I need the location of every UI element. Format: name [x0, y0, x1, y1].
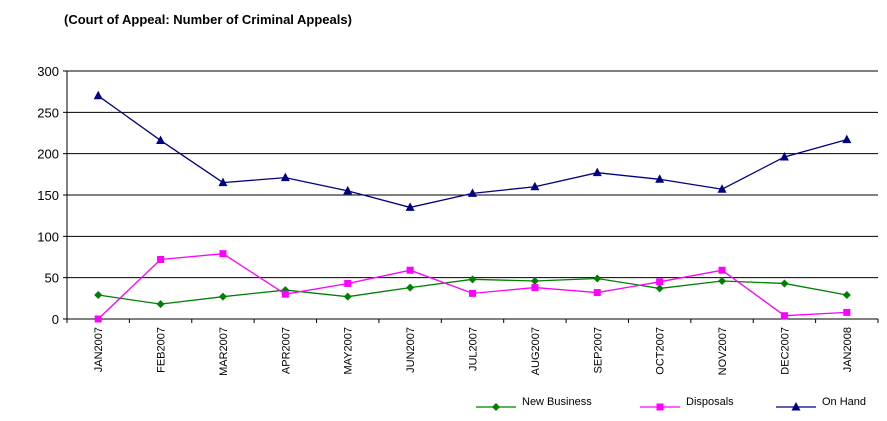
x-tick-label: FEB2007 — [156, 327, 168, 373]
data-point-new-business — [156, 300, 165, 309]
y-tick-label: 150 — [37, 188, 59, 203]
x-axis-ticks: JAN2007 FEB2007 MAR2007 APR2007 MAY2007 JUN20… — [66, 319, 879, 376]
data-point-disposals — [157, 255, 165, 263]
data-point-new-business — [218, 292, 227, 301]
x-tick-label: NOV2007 — [717, 327, 729, 375]
data-point-on-hand — [156, 135, 166, 144]
data-point-on-hand — [592, 167, 602, 177]
x-tick-label: APR2007 — [280, 327, 292, 374]
data-point-on-hand — [468, 188, 477, 197]
data-point-on-hand — [655, 174, 665, 183]
x-tick-label: JUL2007 — [468, 327, 480, 371]
legend: New Business Disposals On Hand — [476, 396, 866, 411]
x-tick-label: MAY2007 — [343, 327, 355, 375]
data-point-disposals — [656, 278, 664, 286]
legend-item-on-hand: On Hand — [776, 396, 866, 411]
data-point-on-hand — [842, 134, 852, 144]
data-point-new-business — [842, 291, 851, 300]
data-point-disposals — [718, 266, 726, 274]
data-point-new-business — [468, 275, 477, 284]
data-point-disposals — [469, 289, 476, 297]
data-point-disposals — [593, 289, 601, 297]
x-tick-label: OCT2007 — [655, 327, 667, 375]
y-tick-label: 200 — [37, 147, 59, 162]
data-point-new-business — [593, 274, 602, 283]
data-point-on-hand — [779, 151, 789, 161]
data-point-disposals — [281, 290, 289, 298]
x-tick-label: JAN2007 — [93, 327, 105, 372]
y-axis-ticks: 0 50 100 150 200 250 300 — [37, 64, 67, 327]
data-point-new-business — [530, 276, 539, 285]
legend-label: New Business — [522, 396, 592, 408]
data-point-new-business — [655, 284, 664, 293]
data-point-on-hand — [218, 177, 228, 187]
data-point-on-hand — [343, 185, 353, 195]
series-line-disposals — [97, 253, 847, 320]
y-tick-label: 100 — [37, 229, 59, 244]
y-tick-label: 300 — [37, 64, 59, 79]
x-tick-label: JAN2008 — [842, 327, 854, 372]
legend-label: On Hand — [822, 396, 866, 408]
legend-marker — [492, 403, 500, 411]
gridlines — [67, 70, 878, 279]
data-point-on-hand — [405, 202, 415, 211]
data-point-new-business — [94, 291, 103, 300]
legend-item-disposals: Disposals — [640, 396, 734, 411]
data-point-on-hand — [717, 184, 727, 193]
x-tick-label: MAR2007 — [218, 327, 230, 376]
data-point-on-hand — [530, 181, 540, 191]
data-point-disposals — [780, 312, 788, 320]
legend-item-new-business: New Business — [476, 396, 592, 411]
data-point-on-hand — [280, 172, 290, 182]
data-point-new-business — [343, 292, 352, 301]
chart-title: (Court of Appeal: Number of Criminal App… — [64, 12, 352, 27]
legend-label: Disposals — [686, 396, 734, 408]
data-point-new-business — [780, 279, 789, 288]
data-point-disposals — [94, 315, 102, 323]
y-tick-label: 250 — [37, 105, 59, 120]
data-point-new-business — [406, 283, 415, 292]
y-tick-label: 0 — [52, 312, 59, 327]
data-point-disposals — [843, 308, 851, 316]
y-tick-label: 50 — [45, 271, 59, 286]
data-point-disposals — [406, 266, 414, 274]
x-tick-label: DEC2007 — [779, 327, 791, 375]
series-group — [93, 90, 852, 323]
x-tick-label: SEP2007 — [592, 327, 604, 373]
data-point-on-hand — [93, 90, 103, 100]
data-point-disposals — [344, 279, 352, 287]
legend-marker — [791, 402, 801, 411]
data-point-disposals — [531, 284, 539, 292]
x-tick-label: JUN2007 — [405, 327, 417, 373]
legend-marker — [656, 403, 664, 411]
x-tick-label: AUG2007 — [530, 327, 542, 375]
data-point-new-business — [718, 276, 727, 285]
data-point-disposals — [219, 250, 227, 258]
